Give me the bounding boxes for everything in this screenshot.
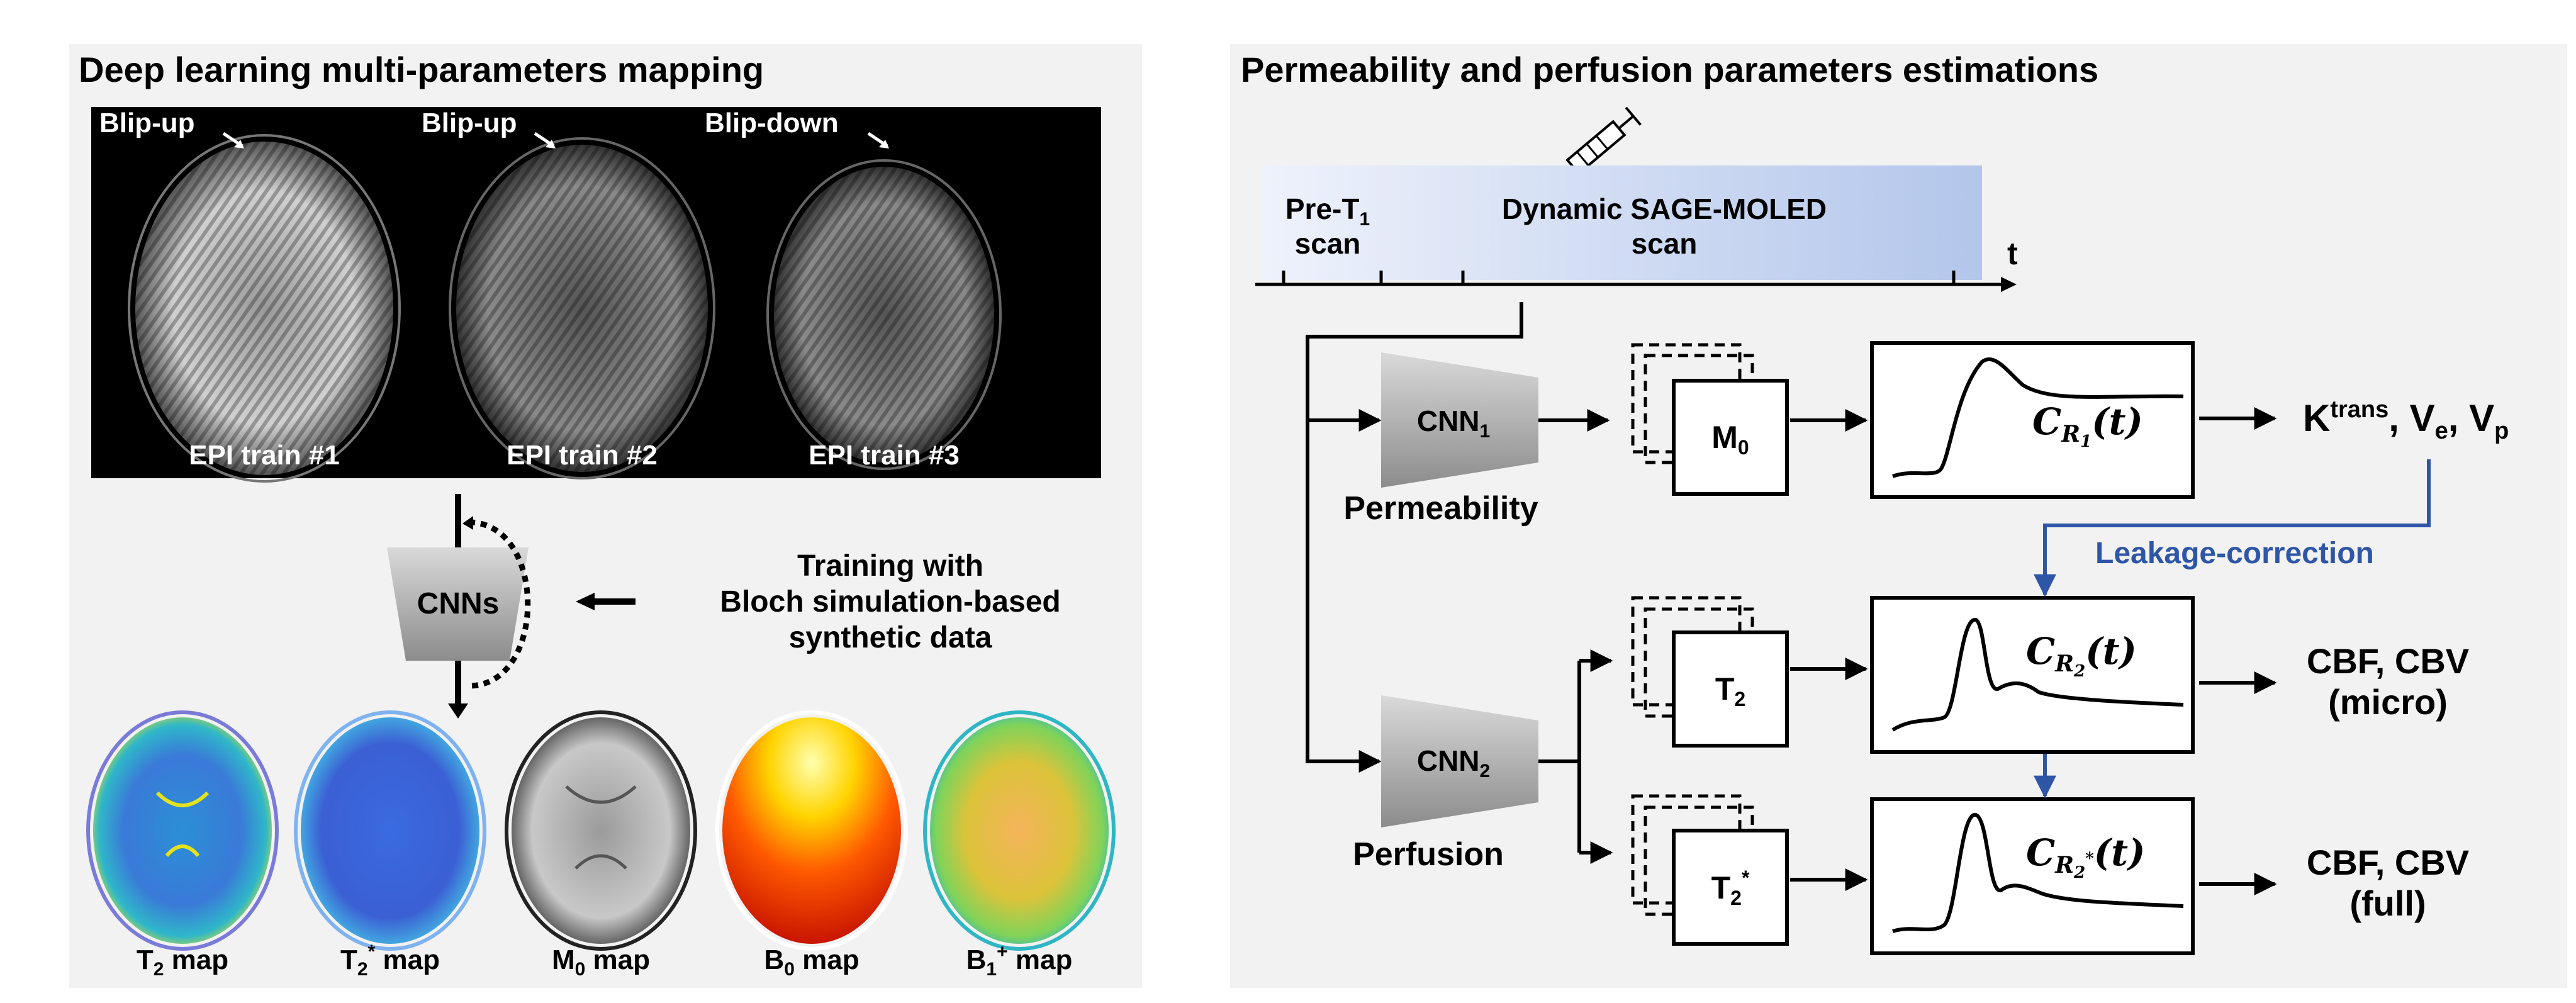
t2-stack: T2	[1631, 596, 1789, 748]
t2-map-image	[86, 710, 279, 951]
cr1-curve-label: CR1(t)	[2032, 400, 2143, 451]
leakage-correction-label: Leakage-correction	[2095, 537, 2374, 570]
t2-stack-label: T2	[1715, 671, 1745, 710]
training-text-1: Training with	[797, 549, 983, 583]
t2star-map-label: T2* map	[340, 941, 440, 980]
dynamic-label-1: Dynamic SAGE-MOLED	[1502, 193, 1827, 225]
epi-label-3: EPI train #3	[809, 440, 960, 471]
t2star-map-image	[294, 710, 486, 951]
b0-map-image	[715, 710, 908, 951]
cnn1-trapezoid	[1381, 352, 1538, 488]
cr2star-curve-label: CR2*(t)	[2026, 831, 2145, 882]
t2-map-label: T2 map	[137, 944, 228, 980]
dynamic-label-2: scan	[1632, 227, 1698, 260]
pre-t1-scan-label: scan	[1295, 227, 1361, 260]
perfusion-label: Perfusion	[1353, 836, 1504, 873]
left-panel-title: Deep learning multi-parameters mapping	[79, 50, 764, 89]
cr2-curve-box: CR2(t)	[1870, 596, 2195, 754]
permeability-label: Permeability	[1343, 490, 1538, 527]
m0-map-image	[505, 710, 697, 951]
right-panel: Permeability and perfusion parameters es…	[1230, 44, 2567, 988]
timeline-bar	[1262, 165, 1982, 280]
blip-label-1: Blip-up	[99, 108, 195, 138]
blip-arrowhead-2	[546, 140, 556, 148]
timeline-arrowhead	[2001, 277, 2017, 292]
training-arrowhead	[576, 593, 595, 610]
flow-connectors	[1306, 302, 2277, 895]
cnns-label: CNNs	[417, 587, 500, 620]
cnn-output-arrowhead	[448, 703, 468, 719]
b1plus-map-image	[923, 710, 1116, 951]
cnn2-label: CNN2	[1417, 744, 1490, 782]
m0-map-label: M0 map	[552, 944, 650, 980]
t2star-stack-label: T2*	[1711, 866, 1750, 909]
leakage-connector	[2034, 459, 2431, 798]
cr1-curve-box: CR1(t)	[1870, 341, 2195, 499]
cbf-cbv-micro-line2: (micro)	[2328, 682, 2448, 722]
blip-label-3: Blip-down	[705, 108, 839, 138]
m0-stack: M0	[1631, 343, 1789, 496]
training-text-3: synthetic data	[789, 621, 992, 654]
right-panel-title: Permeability and perfusion parameters es…	[1241, 50, 2098, 89]
blip-arrowhead-1	[234, 140, 244, 148]
b0-map-label: B0 map	[764, 944, 859, 980]
cbf-cbv-full-line2: (full)	[2349, 883, 2426, 923]
t2star-stack: T2*	[1631, 794, 1789, 946]
cnns-trapezoid	[387, 547, 529, 661]
timeline-axis-label: t	[2007, 236, 2018, 271]
epi-label-1: EPI train #1	[189, 440, 340, 471]
b1plus-map-label: B1+ map	[966, 941, 1073, 980]
training-text-2: Bloch simulation-based	[720, 585, 1060, 619]
cbf-cbv-full-line1: CBF, CBV	[2307, 843, 2469, 882]
cnn1-label: CNN1	[1417, 405, 1490, 442]
epi-label-2: EPI train #2	[507, 440, 658, 471]
m0-stack-label: M0	[1711, 420, 1749, 459]
cr2star-curve-box: CR2*(t)	[1870, 797, 2195, 955]
training-loop-arrow	[468, 519, 531, 689]
epi-image-3: Blip-down EPI train #3	[705, 108, 1002, 471]
training-loop-arrowhead	[462, 516, 473, 530]
permeability-output-label: Ktrans, Ve, Vp	[2303, 396, 2509, 444]
left-panel: Deep learning multi-parameters mapping B…	[69, 44, 1142, 988]
epi-image-1: Blip-up EPI train #1	[99, 108, 401, 483]
blip-label-2: Blip-up	[422, 108, 517, 138]
blip-arrowhead-3	[879, 140, 889, 148]
epi-image-2: Blip-up EPI train #2	[422, 108, 715, 479]
cbf-cbv-micro-line1: CBF, CBV	[2307, 641, 2469, 681]
cr2-curve-label: CR2(t)	[2026, 630, 2137, 681]
pre-t1-label: Pre-T1	[1285, 193, 1370, 230]
cnn2-trapezoid	[1381, 695, 1538, 827]
